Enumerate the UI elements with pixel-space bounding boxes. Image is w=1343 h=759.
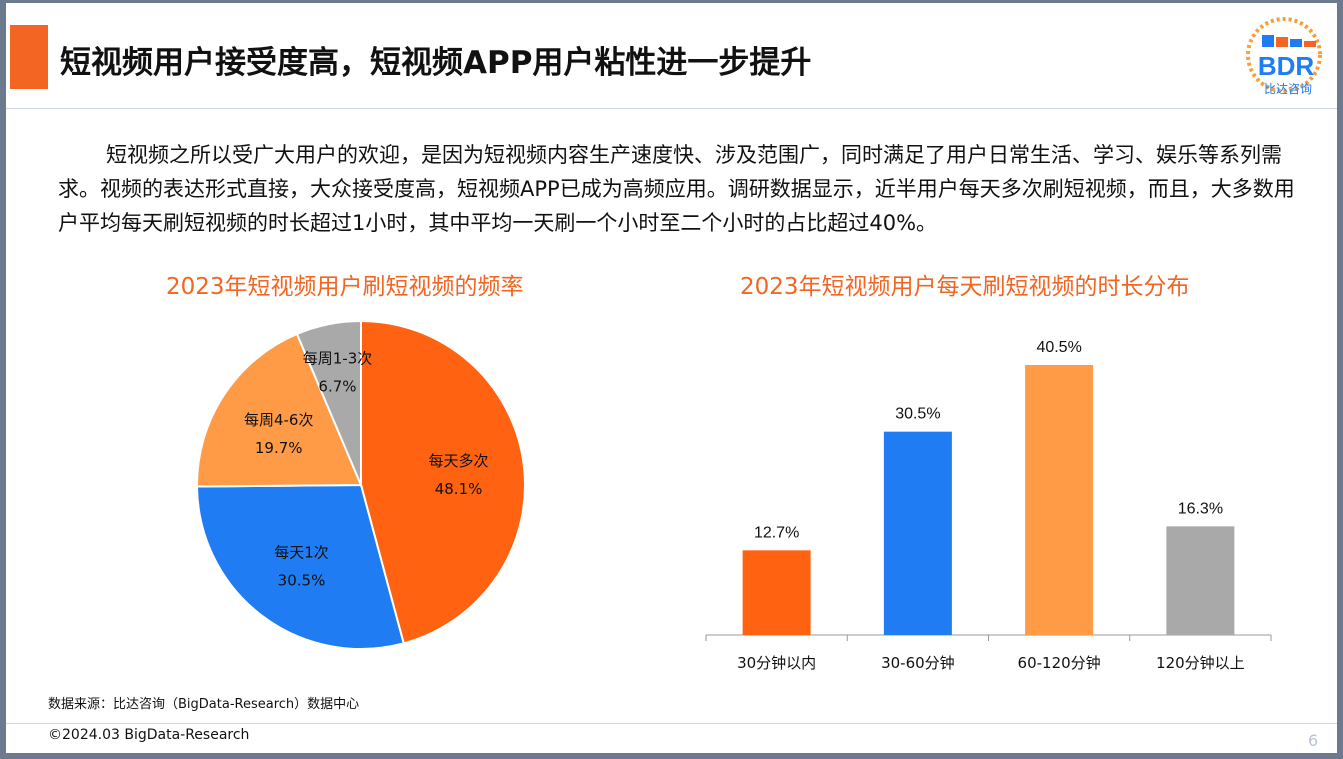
bar	[1025, 365, 1094, 635]
bar	[883, 431, 952, 635]
footer-divider	[6, 723, 1337, 724]
pie-slice	[196, 332, 363, 488]
bar-value-label: 40.5%	[1036, 339, 1081, 356]
pie-slice-label: 每天1次	[274, 543, 329, 561]
logo-block-orange	[1276, 37, 1288, 47]
logo-ring-icon	[1246, 17, 1322, 93]
pie-slice-value-label: 48.1%	[435, 480, 483, 498]
logo-block-blue-2	[1290, 39, 1302, 47]
bar-value-label: 12.7%	[754, 524, 799, 541]
header-divider	[6, 108, 1337, 109]
x-category-label: 60-120分钟	[1018, 654, 1101, 672]
logo-block-orange-2	[1304, 41, 1316, 47]
bar	[742, 550, 811, 635]
pie-slice	[295, 319, 362, 486]
pie-slice-value-label: 19.7%	[255, 439, 303, 457]
bar-value-label: 30.5%	[895, 406, 940, 423]
logo-text: BDR	[1258, 51, 1315, 81]
logo-subtext: 比达咨询	[1264, 81, 1312, 96]
bar-value-label: 16.3%	[1178, 500, 1223, 517]
bdr-logo: BDR 比达咨询	[1246, 17, 1322, 96]
pie-slice	[360, 319, 526, 645]
intro-paragraph-text: 短视频之所以受广大用户的欢迎，是因为短视频内容生产速度快、涉及范围广，同时满足了…	[58, 143, 1295, 235]
page-title: 短视频用户接受度高，短视频APP用户粘性进一步提升	[60, 45, 812, 81]
pie-slice-value-label: 30.5%	[278, 571, 326, 589]
x-category-label: 120分钟以上	[1156, 654, 1245, 672]
pie-slice	[195, 483, 405, 650]
x-category-label: 30-60分钟	[881, 654, 955, 672]
x-category-label: 30分钟以内	[737, 654, 816, 672]
title-accent-bar	[10, 25, 48, 89]
intro-paragraph: 短视频之所以受广大用户的欢迎，是因为短视频内容生产速度快、涉及范围广，同时满足了…	[58, 138, 1308, 240]
logo-block-blue	[1262, 35, 1274, 47]
pie-slice-label: 每天多次	[429, 452, 489, 470]
slide: 短视频用户接受度高，短视频APP用户粘性进一步提升 BDR 比达咨询 短视频之所…	[6, 3, 1337, 753]
bar-chart-title: 2023年短视频用户每天刷短视频的时长分布	[740, 274, 1190, 300]
copyright: ©2024.03 BigData-Research	[48, 727, 250, 743]
duration-bar-chart: 12.7% 30分钟以内 30.5% 30-60分钟 40.5% 60-120分钟 16.3…	[705, 339, 1272, 672]
frequency-pie-chart: 每天多次 48.1% 每天1次 30.5% 每周4-6次 19.7% 每周1-3次 6.7%	[195, 319, 526, 650]
page-number: 6	[1308, 731, 1319, 750]
data-source-note: 数据来源：比达咨询（BigData-Research）数据中心	[48, 697, 360, 712]
bar	[1166, 526, 1235, 635]
pie-slice-value-label: 6.7%	[318, 377, 356, 395]
pie-chart-title: 2023年短视频用户刷短视频的频率	[166, 274, 524, 300]
pie-slice-label: 每周4-6次	[244, 411, 314, 429]
pie-slice-label: 每周1-3次	[303, 349, 373, 367]
